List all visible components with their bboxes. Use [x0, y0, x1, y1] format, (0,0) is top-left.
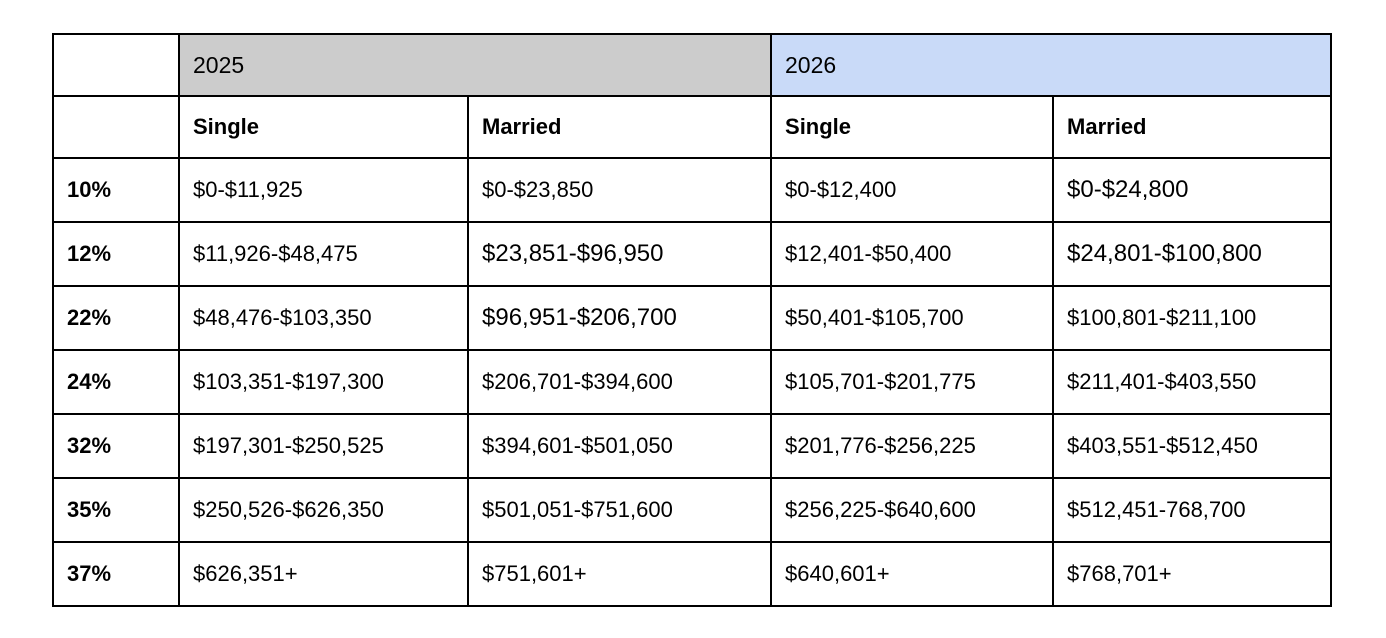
table-row: 35% $250,526-$626,350 $501,051-$751,600 …	[52, 477, 1333, 543]
year-2026-header: 2026	[770, 33, 1333, 97]
bracket-cell: $250,526-$626,350	[178, 477, 469, 543]
bracket-cell: $103,351-$197,300	[178, 349, 469, 415]
bracket-cell: $100,801-$211,100	[1052, 285, 1333, 351]
bracket-cell: $50,401-$105,700	[770, 285, 1055, 351]
bracket-cell: $24,801-$100,800	[1052, 221, 1333, 287]
bracket-cell: $768,701+	[1052, 541, 1333, 607]
column-header-2025-married: Married	[466, 95, 773, 159]
bracket-cell: $0-$12,400	[770, 157, 1055, 223]
bracket-cell: $626,351+	[178, 541, 469, 607]
column-header-2025-single: Single	[178, 95, 469, 159]
bracket-cell: $0-$11,925	[178, 157, 469, 223]
rate-cell: 37%	[52, 541, 180, 607]
column-header-2026-single: Single	[770, 95, 1055, 159]
bracket-cell: $197,301-$250,525	[178, 413, 469, 479]
bracket-cell: $96,951-$206,700	[466, 285, 773, 351]
table-row: 32% $197,301-$250,525 $394,601-$501,050 …	[52, 413, 1333, 479]
filing-status-header-row: Single Married Single Married	[52, 95, 1333, 159]
rate-cell: 12%	[52, 221, 180, 287]
column-header-2026-married: Married	[1052, 95, 1333, 159]
bracket-cell: $501,051-$751,600	[466, 477, 773, 543]
table-row: 12% $11,926-$48,475 $23,851-$96,950 $12,…	[52, 221, 1333, 287]
rate-cell: 22%	[52, 285, 180, 351]
bracket-cell: $0-$23,850	[466, 157, 773, 223]
year-2025-header: 2025	[177, 33, 773, 97]
bracket-cell: $48,476-$103,350	[178, 285, 469, 351]
bracket-cell: $12,401-$50,400	[770, 221, 1055, 287]
bracket-cell: $0-$24,800	[1052, 157, 1333, 223]
bracket-cell: $206,701-$394,600	[466, 349, 773, 415]
table-row: 22% $48,476-$103,350 $96,951-$206,700 $5…	[52, 285, 1333, 351]
bracket-cell: $11,926-$48,475	[178, 221, 469, 287]
bracket-cell: $751,601+	[466, 541, 773, 607]
corner-cell	[52, 95, 180, 159]
corner-cell	[52, 33, 180, 97]
bracket-cell: $256,225-$640,600	[770, 477, 1055, 543]
bracket-cell: $640,601+	[770, 541, 1055, 607]
bracket-cell: $105,701-$201,775	[770, 349, 1055, 415]
bracket-cell: $211,401-$403,550	[1052, 349, 1333, 415]
year-header-row: 2025 2026	[52, 33, 1333, 97]
bracket-cell: $23,851-$96,950	[466, 221, 773, 287]
bracket-cell: $394,601-$501,050	[466, 413, 773, 479]
table-row: 37% $626,351+ $751,601+ $640,601+ $768,7…	[52, 541, 1333, 607]
rate-cell: 10%	[52, 157, 180, 223]
rate-cell: 24%	[52, 349, 180, 415]
rate-cell: 35%	[52, 477, 180, 543]
tax-brackets-table: 2025 2026 Single Married Single Married …	[52, 33, 1333, 607]
bracket-cell: $403,551-$512,450	[1052, 413, 1333, 479]
bracket-cell: $201,776-$256,225	[770, 413, 1055, 479]
rate-cell: 32%	[52, 413, 180, 479]
bracket-cell: $512,451-768,700	[1052, 477, 1333, 543]
table-row: 24% $103,351-$197,300 $206,701-$394,600 …	[52, 349, 1333, 415]
table-row: 10% $0-$11,925 $0-$23,850 $0-$12,400 $0-…	[52, 157, 1333, 223]
